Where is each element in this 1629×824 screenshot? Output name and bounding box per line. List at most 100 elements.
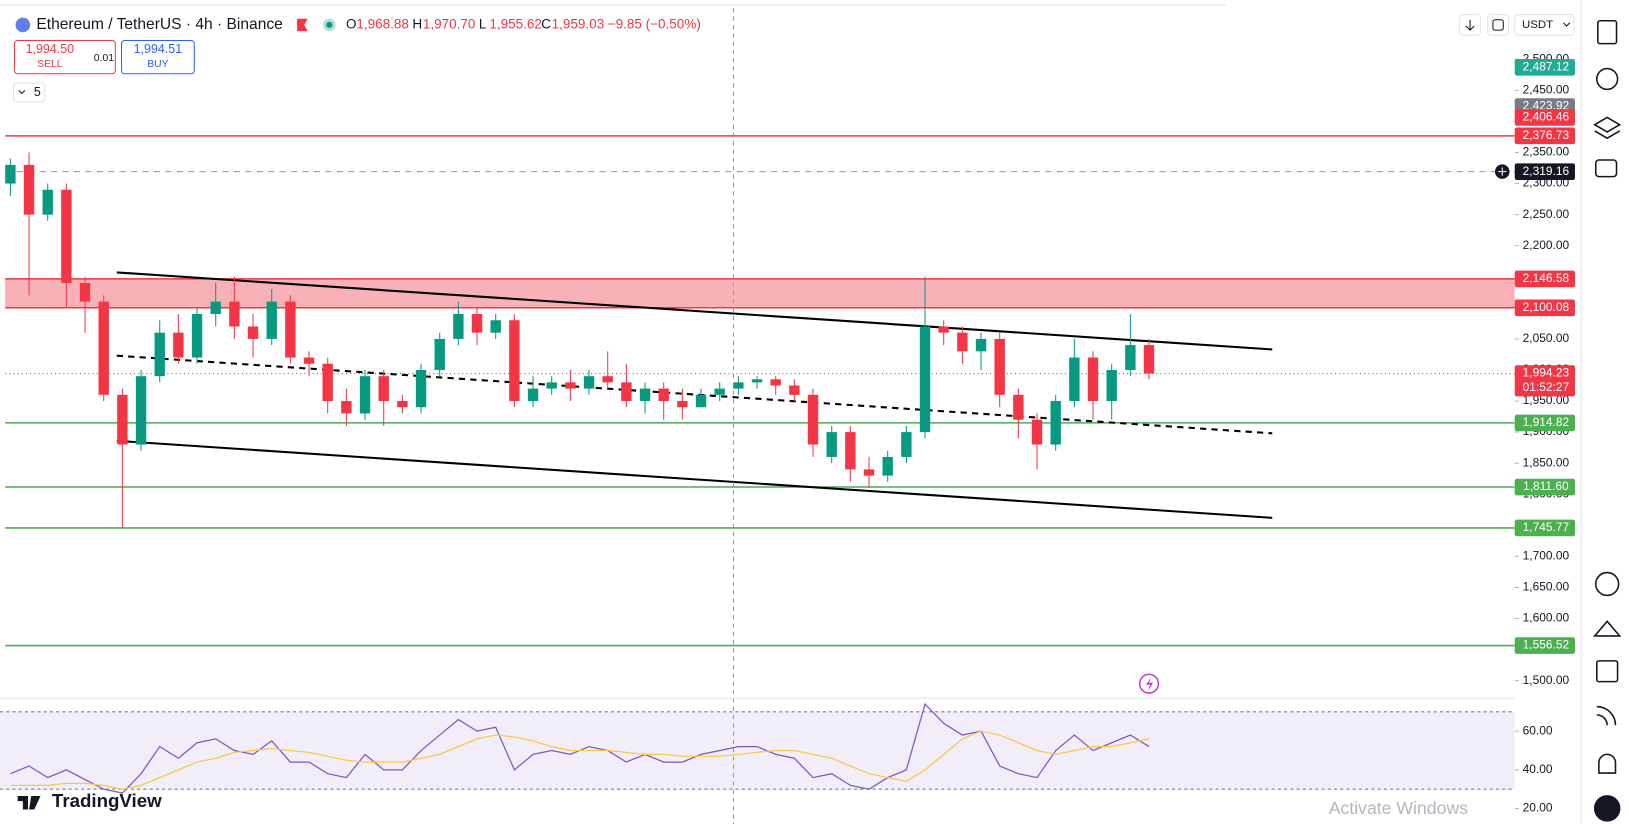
coin-icon xyxy=(15,17,31,33)
candle-body xyxy=(1050,401,1061,445)
candle-body xyxy=(994,338,1005,395)
icon-calendar[interactable] xyxy=(1596,660,1619,683)
candle-body xyxy=(135,376,147,445)
icon-layers[interactable] xyxy=(1593,116,1622,140)
candle-body xyxy=(1013,394,1024,420)
countdown: 01:52:27 xyxy=(1523,380,1570,394)
candle-body xyxy=(173,332,184,358)
candle-body xyxy=(658,388,669,402)
y-tick-label: 2,250.00 xyxy=(1523,207,1570,221)
candle-body xyxy=(807,394,819,445)
y-tick-label: 20.00 xyxy=(1523,801,1553,815)
candle-body xyxy=(471,314,483,333)
candle-body xyxy=(61,189,72,283)
trendline xyxy=(116,354,1273,435)
y-tick-label: 1,950.00 xyxy=(1523,393,1570,407)
candle-body xyxy=(415,369,427,408)
candle-body xyxy=(322,363,333,402)
sell-button[interactable] xyxy=(14,40,116,75)
candle-body xyxy=(919,326,931,433)
price-label: 1,745.77 xyxy=(1523,520,1570,534)
zone xyxy=(5,278,1515,308)
candle-body xyxy=(751,379,763,383)
candle-body xyxy=(490,320,501,333)
price-label: 1,811.60 xyxy=(1523,479,1569,493)
price-label-bg xyxy=(1514,637,1575,654)
price-label: 2,100.08 xyxy=(1523,300,1570,314)
ohlc-key: O xyxy=(346,16,357,31)
icon-feed[interactable] xyxy=(1596,705,1617,726)
plus xyxy=(1498,167,1507,176)
candle-body xyxy=(266,301,277,339)
indicators-toggle[interactable] xyxy=(12,82,46,103)
candle-body xyxy=(714,388,725,395)
y-tick-label: 2,200.00 xyxy=(1523,238,1570,252)
trendline xyxy=(116,439,1273,519)
status-dot-core xyxy=(326,21,333,29)
candle-body xyxy=(359,376,371,414)
buy-button[interactable] xyxy=(121,40,195,75)
icon-ideas[interactable] xyxy=(1593,620,1622,637)
candle-body xyxy=(975,338,987,352)
indicator-count: 5 xyxy=(34,85,41,99)
event-icon[interactable] xyxy=(1138,673,1160,694)
icon-chat[interactable] xyxy=(1594,159,1618,178)
icon-alerts[interactable] xyxy=(1596,67,1619,91)
candle-body xyxy=(1031,419,1043,445)
price-label-bg xyxy=(1514,270,1575,288)
price-label: 2,319.16 xyxy=(1523,164,1570,178)
icon-notifications[interactable] xyxy=(1598,753,1617,774)
price-label-bg xyxy=(1514,414,1575,432)
buy-label: BUY xyxy=(147,59,168,70)
sync-icon xyxy=(1492,19,1504,31)
ohlc: O 1,968.88 H 1,970.70 L 1,955.62 C 1,959.03 xyxy=(346,16,604,31)
candle-body xyxy=(247,326,259,339)
currency: USDT xyxy=(1522,19,1553,31)
candle-body xyxy=(23,164,35,215)
icon-apps[interactable] xyxy=(1593,795,1621,822)
ohlc-key: C xyxy=(541,16,551,31)
candle-body xyxy=(527,388,539,402)
y-tick-label: 2,050.00 xyxy=(1523,331,1570,345)
sync-button[interactable] xyxy=(1487,14,1510,36)
candle-body xyxy=(1125,345,1136,370)
candle-body xyxy=(546,382,557,389)
y-tick-label: 1,650.00 xyxy=(1523,580,1570,594)
chevron xyxy=(18,90,26,95)
symbol: Ethereum / TetherUS · 4h · Binance xyxy=(36,16,282,33)
candle-body xyxy=(695,394,707,408)
sell-label: SELL xyxy=(37,59,63,70)
ohlc-value: 1,968.88 xyxy=(356,16,409,31)
candle-body xyxy=(1087,357,1099,402)
trendline xyxy=(116,271,1273,351)
candle-body xyxy=(210,301,221,315)
price-label: 2,376.73 xyxy=(1523,128,1570,142)
y-tick-label: 2,450.00 xyxy=(1523,82,1570,96)
candle-body xyxy=(191,314,203,358)
price-label-bg xyxy=(1514,478,1575,496)
y-tick-label: 1,700.00 xyxy=(1523,549,1570,563)
chevron xyxy=(1563,22,1571,27)
currency-select[interactable] xyxy=(1514,14,1575,36)
rsi-band xyxy=(0,711,1515,790)
candle-body xyxy=(303,357,315,364)
price-label: 2,406.46 xyxy=(1523,110,1570,124)
branding: TradingView xyxy=(52,790,162,811)
price-label: 2,146.58 xyxy=(1523,271,1570,285)
flag-icon[interactable] xyxy=(297,18,308,32)
candle-body xyxy=(154,332,165,377)
icon-target[interactable] xyxy=(1594,571,1620,597)
candle-body xyxy=(229,301,240,327)
y-tick-label: 60.00 xyxy=(1523,723,1553,737)
icon-watchlist[interactable] xyxy=(1597,20,1618,45)
candle-body xyxy=(378,376,389,402)
price-label-bg xyxy=(1514,109,1575,126)
ohlc-value: 1,959.03 xyxy=(552,16,605,31)
candle-body xyxy=(845,432,856,470)
candle-body xyxy=(565,382,576,389)
price-label-bg xyxy=(1514,365,1575,397)
candle-body xyxy=(639,388,651,402)
candle-body xyxy=(602,376,613,383)
sidebar-icons xyxy=(1593,20,1622,822)
